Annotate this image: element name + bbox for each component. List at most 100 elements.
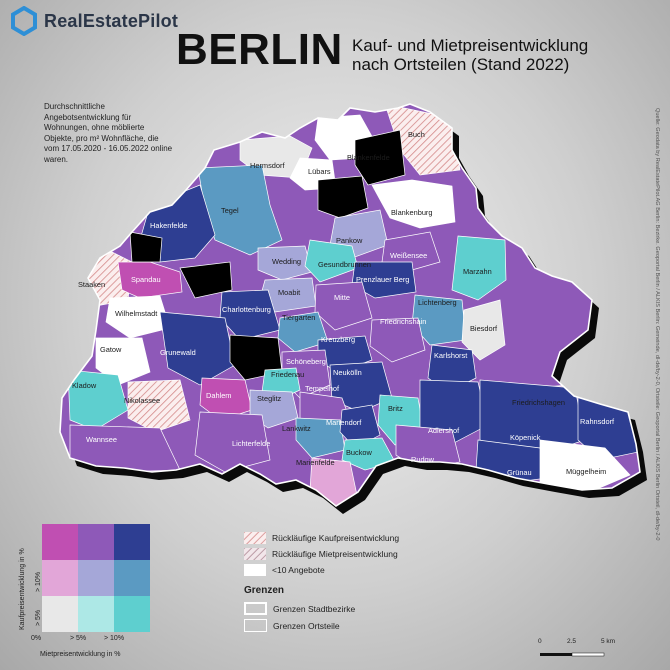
district-label-lichterfelde: Lichterfelde [232, 439, 270, 448]
district-mueggelheim [539, 439, 631, 493]
district-label-grunewald: Grunewald [160, 348, 196, 357]
district-grunewald [159, 311, 236, 386]
map-description: Durchschnittliche Angebotsentwicklung fü… [44, 102, 173, 164]
map-title: BERLIN [176, 25, 343, 74]
legend-x-tick-2: > 10% [104, 635, 124, 642]
legend-item-kauf: Rückläufige Kaufpreisentwicklung [244, 532, 399, 544]
district-label-gruenau: Grünau [507, 468, 532, 477]
district-tiergarten [277, 311, 329, 353]
district-nikolassee [127, 379, 191, 433]
district-label-friedrichshain: Friedrichshain [380, 317, 426, 326]
scale-tick-0: 0 [538, 638, 542, 645]
district-label-friedrichshagen: Friedrichshagen [512, 398, 565, 407]
district-label-buckow: Buckow [346, 448, 373, 457]
district-label-nikolassee: Nikolassee [124, 396, 160, 405]
legend-cell-r2-c0 [42, 596, 78, 632]
district-label-hakenfelde: Hakenfelde [150, 221, 187, 230]
district-label-prenzlauer-berg: Prenzlauer Berg [356, 275, 409, 284]
district-polygons [67, 104, 639, 506]
map-subtitle: Kauf- und Mietpreisentwicklung nach Orts… [352, 36, 588, 74]
district-label-gatow: Gatow [100, 345, 122, 354]
legend-item-few-offers: <10 Angebote [244, 564, 325, 576]
brand-name: RealEstatePilot [44, 10, 179, 31]
district-north-mid [317, 175, 369, 219]
scale-bar: 0 2.5 5 km [538, 638, 615, 657]
brand: RealEstatePilot [10, 6, 178, 36]
district-marzahn [451, 235, 507, 301]
district-label-biesdorf: Biesdorf [470, 324, 498, 333]
legend-border-ortsteile-label: Grenzen Ortsteile [273, 620, 340, 631]
district-label-tempelhof: Tempelhof [305, 384, 340, 393]
district-label-tiergarten: Tiergarten [282, 313, 315, 322]
district-label-marienfelde: Marienfelde [296, 458, 335, 467]
district-label-charlottenburg: Charlottenburg [222, 305, 271, 314]
district-label-staaken: Staaken [78, 280, 105, 289]
legend-cell-r0-c2 [114, 524, 150, 560]
scale-tick-1: 2.5 [567, 638, 576, 645]
district-prenzlauer-berg [351, 261, 417, 299]
hexagon-logo-icon [11, 6, 37, 36]
legend-item-miete: Rückläufige Mietpreisentwicklung [244, 548, 398, 560]
district-label-schoeneberg: Schöneberg [286, 357, 326, 366]
legend-cell-r0-c0 [42, 524, 78, 560]
district-label-mitte: Mitte [334, 293, 350, 302]
district-spandau-west [129, 231, 163, 263]
district-biesdorf [461, 299, 506, 361]
district-label-britz: Britz [388, 404, 403, 413]
district-label-lankwitz: Lankwitz [282, 424, 311, 433]
district-label-marzahn: Marzahn [463, 267, 492, 276]
legend-borders-heading: Grenzen [244, 585, 285, 596]
legend-x-tick-0: 0% [31, 635, 41, 642]
district-label-blankenburg: Blankenburg [391, 208, 433, 217]
subtitle-line-2: nach Ortsteilen (Stand 2022) [352, 55, 570, 74]
district-gatow [95, 337, 151, 386]
legend-cell-r2-c1 [78, 596, 114, 632]
legend-border-bezirke-label: Grenzen Stadtbezirke [273, 603, 356, 614]
district-wilhelmstadt [105, 295, 171, 339]
district-label-rahnsdorf: Rahnsdorf [580, 417, 615, 426]
bivariate-grid [42, 524, 150, 632]
legend-x-tick-1: > 5% [70, 635, 86, 642]
legend-cell-r1-c2 [114, 560, 150, 596]
legend-x-title: Mietpreisentwicklung in % [40, 651, 121, 658]
district-label-steglitz: Steglitz [257, 394, 282, 403]
district-label-kreuzberg: Kreuzberg [321, 335, 355, 344]
district-label-karlshorst: Karlshorst [434, 351, 467, 360]
legend-y-tick-1: > 10% [35, 572, 42, 592]
district-label-weissensee: Weißensee [390, 251, 427, 260]
district-label-kladow: Kladow [72, 381, 97, 390]
bivariate-legend: Mietpreisentwicklung in % Kaufpreisentwi… [19, 524, 150, 658]
legend-border-bezirke: Grenzen Stadtbezirke [244, 602, 355, 615]
district-label-mariendorf: Mariendorf [326, 418, 362, 427]
district-label-adlershof: Adlershof [428, 426, 460, 435]
district-label-lichtenberg: Lichtenberg [418, 298, 457, 307]
hatch-pink-swatch-icon [244, 532, 266, 544]
legend-y-tick-0: > 5% [35, 610, 42, 626]
district-label-spandau: Spandau [131, 275, 161, 284]
legend-item-miete-label: Rückläufige Mietpreisentwicklung [272, 549, 398, 559]
district-label-rudow: Rudow [411, 455, 435, 464]
subtitle-line-1: Kauf- und Mietpreisentwicklung [352, 36, 589, 55]
district-label-wedding: Wedding [272, 257, 301, 266]
legend-y-title: Kaufpreisentwicklung in % [19, 548, 26, 630]
district-label-wilhelmstadt: Wilhelmstadt [115, 309, 157, 318]
district-lichterfelde [194, 411, 271, 473]
district-label-koepenick: Köpenick [510, 433, 541, 442]
district-neukoelln [329, 361, 393, 413]
district-label-mueggelheim: Müggelheim [566, 467, 606, 476]
district-label-blankenfelde: Blankenfelde [347, 153, 390, 162]
district-label-moabit: Moabit [278, 288, 300, 297]
district-labels: Buch Hermsdorf Blankenfelde Lübars Blankenbu… [72, 130, 615, 477]
legend-cell-r2-c2 [114, 596, 150, 632]
thick-border-swatch-icon [244, 602, 267, 615]
district-mitte [314, 281, 373, 331]
district-charlottenburg-north [179, 261, 233, 299]
thin-border-swatch-icon [244, 619, 267, 632]
district-friedrichshain [369, 317, 426, 363]
district-north-east [354, 129, 406, 186]
legend-item-kauf-label: Rückläufige Kaufpreisentwicklung [272, 533, 400, 543]
district-blankenburg [371, 179, 456, 229]
white-swatch-icon [244, 564, 266, 576]
district-label-dahlem: Dahlem [206, 391, 231, 400]
